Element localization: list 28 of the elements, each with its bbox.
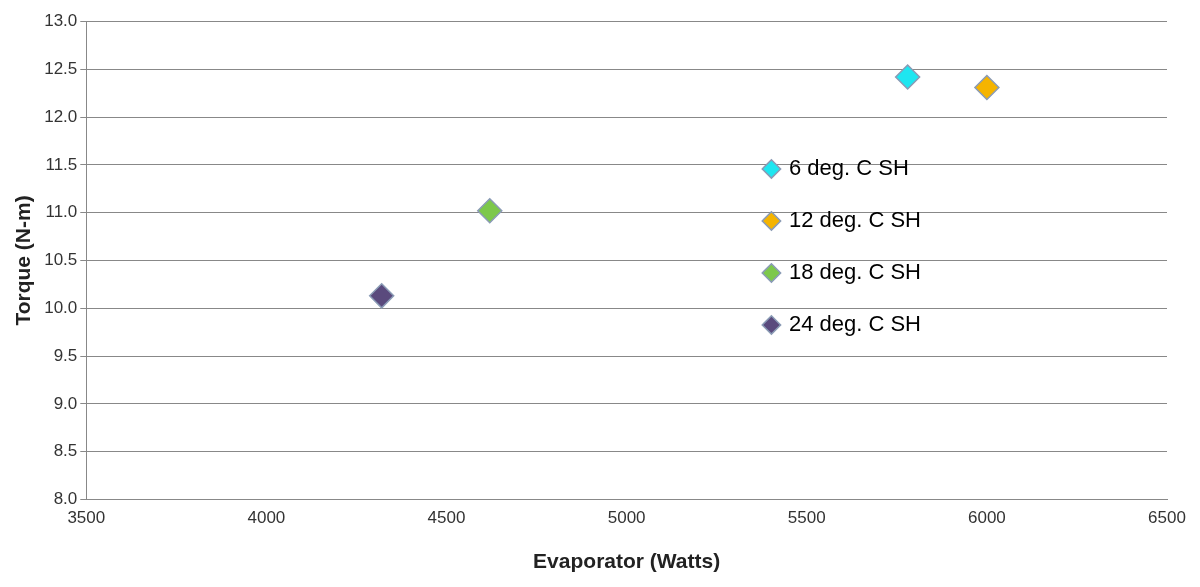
point	[894, 64, 921, 90]
y-tick-label: 12.5	[44, 58, 78, 78]
point	[477, 198, 503, 224]
x-tick-label: 6500	[1148, 508, 1186, 528]
y-tick-label: 11.0	[45, 202, 78, 222]
y-axis-title: Torque (N-m)	[11, 195, 35, 326]
y-tick-label: 12.0	[44, 106, 78, 126]
legend-label: 24 deg. C SH	[788, 311, 921, 337]
y-tick-label: 10.5	[44, 250, 78, 270]
x-tick-label: 6000	[967, 508, 1006, 528]
y-tick-label: 10.0	[44, 297, 78, 317]
y-tick-label: 8.0	[53, 489, 78, 509]
legend-label: 18 deg. C SH	[788, 259, 921, 285]
point	[974, 74, 1000, 101]
x-tick-label: 4500	[427, 508, 466, 528]
y-tick-label: 13.0	[44, 11, 78, 31]
point	[368, 283, 395, 309]
y-tick-label: 9.5	[53, 345, 78, 365]
x-tick-label: 5500	[787, 508, 826, 528]
legend-label: 6 deg. C SH	[788, 155, 909, 181]
x-axis-title: Evaporator (Watts)	[533, 549, 721, 573]
y-tick-label: 9.0	[53, 393, 78, 413]
y-tick-label: 8.5	[53, 441, 78, 461]
legend-label: 12 deg. C SH	[788, 207, 921, 233]
x-tick-label: 4000	[247, 508, 286, 528]
x-tick-label: 3500	[67, 508, 106, 528]
y-tick-label: 11.5	[45, 154, 78, 174]
x-tick-label: 5000	[607, 508, 646, 528]
